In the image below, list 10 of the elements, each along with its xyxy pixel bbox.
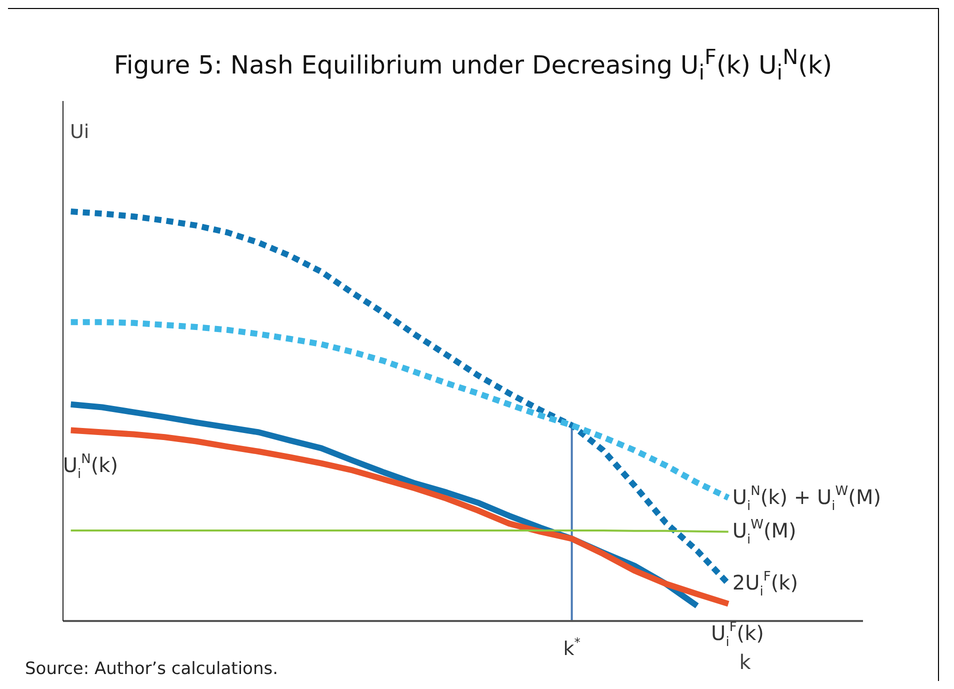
text: k$^{*}$ (563, 635, 580, 660)
series-label: U$_{i}$$^{F}$(k) (711, 620, 764, 650)
chart-title: Figure 5: Nash Equilibrium under Decreasing U$_{i}$$^{F}$(k) U$_{i}$$^{N}$(k) (112, 45, 834, 84)
series-label: U$_{i}$$^{N}$(k) + U$_{i}$$^{W}$(M) (732, 484, 882, 514)
source-note: Source: Author’s calculations. (25, 659, 278, 679)
x-axis-title: k (739, 650, 752, 674)
y-axis-title: Ui (70, 121, 90, 143)
series-label: U$_{i}$$^{N}$(k) (62, 452, 118, 482)
series-label: 2U$_{i}$$^{F}$(k) (732, 570, 798, 600)
series-label: U$_{i}$$^{W}$(M) (732, 518, 796, 548)
